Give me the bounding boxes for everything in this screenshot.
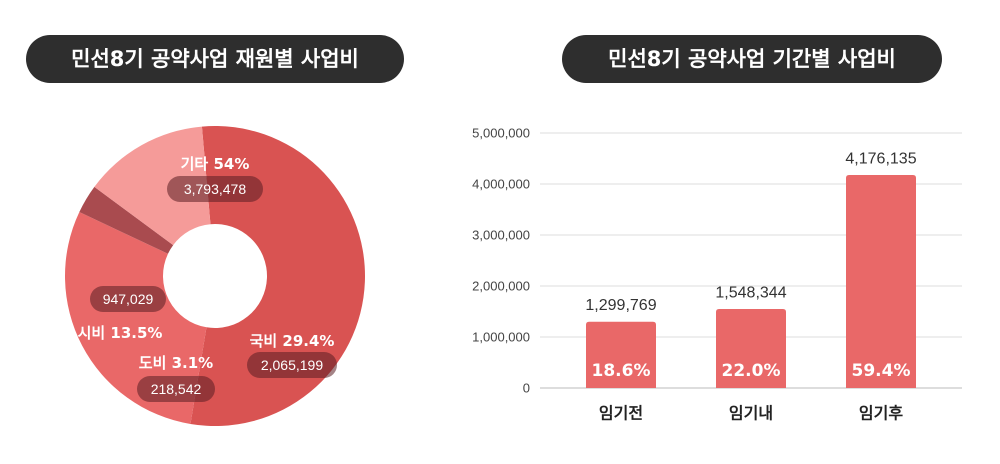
y-tick-label: 4,000,000	[472, 177, 530, 192]
slice-value-provincial: 218,542	[151, 381, 202, 397]
bar-percent-label: 22.0%	[722, 361, 781, 381]
slice-city	[94, 126, 211, 246]
pie-chart-title: 민선8기 공약사업 재원별 사업비	[26, 35, 404, 83]
bar-percent-label: 59.4%	[852, 361, 911, 381]
x-category-label: 임기전	[599, 404, 643, 423]
slice-provincial	[79, 186, 174, 254]
slice-label-city: 시비 13.5%	[78, 324, 163, 342]
bar-chart: 1,299,769 18.6% 임기전 1,548,344 22.0% 임기내 4,176,…	[585, 151, 916, 423]
slice-value-pill-provincial	[137, 376, 215, 402]
y-tick-label: 2,000,000	[472, 279, 530, 294]
y-tick-label: 0	[523, 381, 530, 396]
donut-labels: 기타 54% 3,793,478 국비 29.4% 2,065,199 도비 3.1% 2…	[78, 155, 337, 402]
slice-label-national: 국비 29.4%	[250, 332, 335, 350]
bar-3	[846, 175, 916, 388]
slice-label-provincial: 도비 3.1%	[139, 354, 213, 372]
x-category-label: 임기후	[859, 404, 903, 423]
y-tick-label: 3,000,000	[472, 228, 530, 243]
bar-2	[716, 309, 786, 388]
x-category-label: 임기내	[729, 404, 773, 423]
bar-chart-title: 민선8기 공약사업 기간별 사업비	[562, 35, 942, 83]
slice-label-other: 기타 54%	[181, 155, 250, 173]
y-tick-label: 1,000,000	[472, 330, 530, 345]
bar-1	[586, 321, 656, 388]
bar-value-label: 4,176,135	[845, 151, 916, 168]
slice-national	[65, 211, 207, 424]
slice-value-city: 947,029	[103, 291, 154, 307]
bar-value-label: 1,548,344	[715, 285, 786, 302]
bar-value-label: 1,299,769	[585, 297, 656, 314]
slice-value-pill-city	[90, 286, 166, 312]
bar-percent-label: 18.6%	[592, 361, 651, 381]
slice-value-other: 3,793,478	[184, 181, 246, 197]
slice-value-pill-other	[167, 176, 263, 202]
slice-value-national: 2,065,199	[261, 357, 323, 373]
slice-value-pill-national	[247, 352, 337, 378]
y-tick-label: 5,000,000	[472, 126, 530, 141]
